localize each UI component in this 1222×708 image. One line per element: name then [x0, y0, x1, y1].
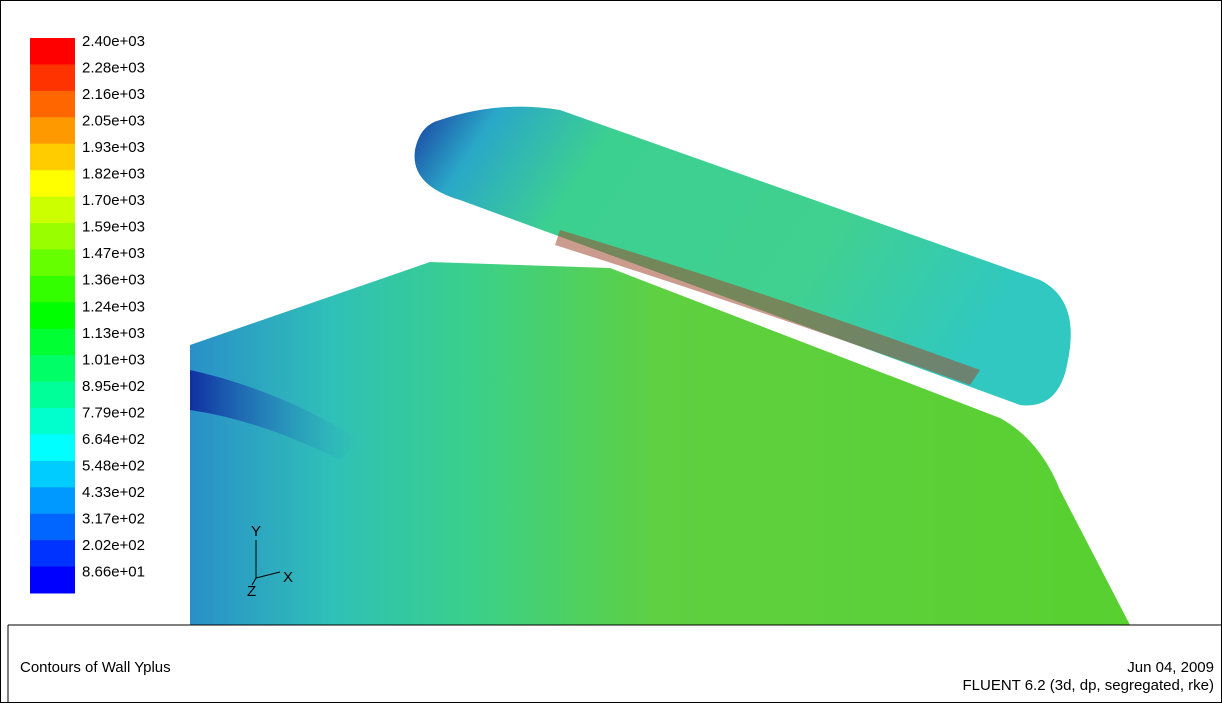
colorbar-band	[30, 381, 75, 409]
colorbar-label: 8.66e+01	[82, 564, 145, 581]
pod-surface	[414, 106, 1071, 406]
colorbar-band	[30, 355, 75, 383]
colorbar-band	[30, 513, 75, 541]
colorbar-band	[30, 196, 75, 224]
axis-x: X	[283, 569, 293, 586]
colorbar-band	[30, 434, 75, 462]
colorbar-label: 1.24e+03	[82, 298, 145, 315]
colorbar-label: 2.40e+03	[82, 33, 145, 50]
colorbar-band	[30, 460, 75, 488]
colorbar-label: 2.28e+03	[82, 59, 145, 76]
colorbar-label: 7.79e+02	[82, 404, 145, 421]
colorbar-label: 2.16e+03	[82, 86, 145, 103]
body-shade	[190, 370, 360, 460]
colorbar-band	[30, 487, 75, 515]
colorbar-label: 1.70e+03	[82, 192, 145, 209]
colorbar-band	[30, 249, 75, 277]
colorbar-label: 8.95e+02	[82, 378, 145, 395]
colorbar-band	[30, 408, 75, 435]
colorbar-label: 5.48e+02	[82, 457, 145, 474]
colorbar-label: 1.01e+03	[82, 351, 145, 368]
colorbar-band	[30, 170, 75, 198]
colorbar-band	[30, 302, 75, 330]
colorbar-band	[30, 64, 75, 92]
axis-z: Z	[247, 583, 256, 600]
colorbar-band	[30, 566, 75, 594]
colorbar-band	[30, 143, 75, 171]
colorbar-label: 2.05e+03	[82, 113, 145, 130]
footer-title: Contours of Wall Yplus	[20, 659, 171, 676]
footer-version: FLUENT 6.2 (3d, dp, segregated, rke)	[962, 677, 1214, 694]
colorbar-band	[30, 275, 75, 303]
colorbar-band	[30, 90, 75, 118]
colorbar-band	[30, 38, 75, 65]
axis-y: Y	[251, 523, 261, 540]
colorbar-label: 1.82e+03	[82, 166, 145, 183]
colorbar-label: 1.59e+03	[82, 219, 145, 236]
colorbar-band	[30, 117, 75, 145]
colorbar-label: 3.17e+02	[82, 510, 145, 527]
colorbar-label: 1.93e+03	[82, 139, 145, 156]
colorbar-band	[30, 223, 75, 250]
colorbar-label: 6.64e+02	[82, 431, 145, 448]
axis-triad: Y X Z	[247, 523, 293, 600]
colorbar-band	[30, 540, 75, 568]
colorbar-band	[30, 328, 75, 356]
colorbar-label: 1.47e+03	[82, 245, 145, 262]
colorbar-label: 1.36e+03	[82, 272, 145, 289]
colorbar-label: 4.33e+02	[82, 484, 145, 501]
pod-shade	[555, 230, 980, 385]
colorbar-label: 1.13e+03	[82, 325, 145, 342]
footer-date: Jun 04, 2009	[1127, 659, 1214, 676]
colorbar: 2.40e+03 2.28e+03 2.16e+03 2.05e+03 1.93e+03…	[30, 33, 145, 594]
body-surface	[190, 262, 1130, 625]
colorbar-label: 2.02e+02	[82, 537, 145, 554]
